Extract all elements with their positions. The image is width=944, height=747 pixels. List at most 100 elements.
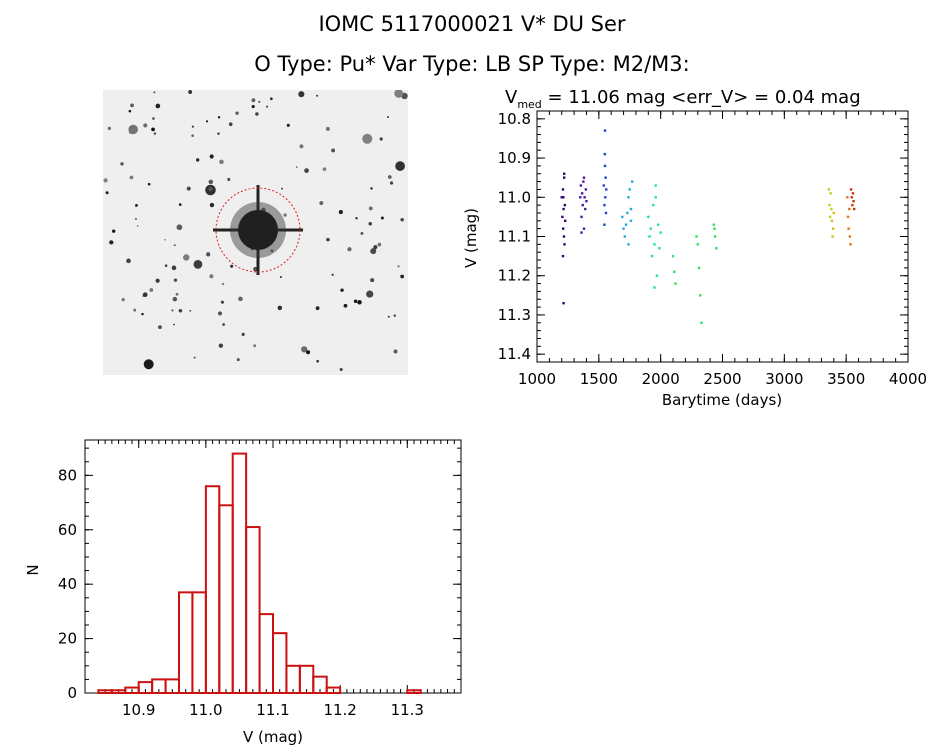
data-point: [631, 180, 634, 183]
field-star: [171, 309, 174, 312]
field-star: [366, 290, 374, 298]
data-point: [656, 223, 660, 226]
field-star: [222, 323, 225, 326]
data-point: [562, 227, 565, 230]
field-star: [238, 296, 243, 302]
field-star: [153, 91, 156, 94]
data-point: [563, 219, 567, 223]
field-star: [380, 216, 384, 220]
data-point: [851, 203, 854, 207]
field-star: [397, 265, 400, 268]
data-point: [696, 243, 699, 246]
y-tick-label: 11.2: [498, 267, 531, 285]
data-point: [604, 211, 608, 215]
histogram-bar: [272, 632, 288, 695]
field-star: [186, 186, 191, 191]
data-point: [605, 188, 608, 191]
data-point: [830, 207, 833, 211]
data-point: [831, 235, 834, 238]
field-star: [241, 332, 245, 336]
data-point: [847, 227, 850, 230]
field-star: [109, 240, 114, 245]
data-point: [827, 188, 831, 191]
y-tick-label: 60: [58, 521, 77, 539]
field-star: [331, 273, 334, 276]
data-point: [563, 176, 566, 179]
field-star: [373, 245, 378, 250]
data-point: [585, 200, 588, 203]
field-star: [228, 122, 233, 127]
field-star: [130, 103, 134, 108]
field-star: [128, 124, 138, 135]
y-tick-label: 11.4: [498, 345, 531, 363]
field-star: [178, 203, 182, 206]
field-star: [227, 177, 231, 182]
data-point: [560, 196, 563, 199]
histogram-bar: [285, 664, 301, 695]
light-curve-points: [560, 129, 856, 324]
field-star: [395, 161, 405, 171]
x-tick-label: 1500: [580, 370, 618, 388]
field-star: [230, 264, 234, 268]
chart-title: IOMC 5117000021 V* DU Ser: [318, 12, 626, 36]
field-star: [253, 344, 257, 348]
field-star: [143, 359, 154, 370]
histogram-bar: [325, 686, 342, 695]
data-point: [848, 235, 852, 238]
field-star: [143, 123, 148, 128]
field-star: [370, 248, 377, 255]
field-star: [339, 368, 343, 372]
field-star: [191, 125, 194, 128]
x-tick-label: 3500: [827, 370, 865, 388]
chart-subtitle: O Type: Pu* Var Type: LB SP Type: M2/M3:: [254, 52, 690, 76]
field-star: [357, 300, 362, 305]
y-tick-label: 10.8: [498, 110, 531, 128]
data-point: [624, 223, 628, 226]
field-star: [103, 178, 108, 183]
field-star: [322, 167, 327, 171]
data-point: [849, 243, 852, 246]
field-star: [195, 158, 200, 162]
field-star: [360, 231, 364, 235]
field-star: [389, 181, 394, 185]
data-point: [621, 215, 624, 219]
field-star: [370, 278, 375, 283]
data-point: [584, 207, 587, 211]
data-point: [563, 243, 566, 246]
field-star: [176, 224, 183, 231]
field-star: [270, 249, 274, 253]
data-point: [695, 235, 698, 238]
field-star: [147, 182, 151, 186]
field-star: [304, 168, 309, 174]
field-star: [129, 175, 134, 180]
field-star: [393, 349, 398, 354]
field-star: [175, 292, 179, 296]
histogram-bar: [218, 504, 234, 694]
light-curve-chart: Vmed = 11.06 mag <err_V> = 0.04 mag 1000…: [462, 87, 927, 409]
field-star: [152, 117, 155, 120]
field-star: [316, 94, 319, 97]
field-star: [338, 210, 343, 215]
y-tick-label: 11.0: [498, 188, 531, 206]
field-star: [377, 242, 382, 247]
field-star: [255, 112, 259, 116]
data-point: [650, 254, 654, 258]
field-star: [370, 187, 373, 190]
light-curve-plot-frame: [536, 110, 909, 363]
data-point: [846, 196, 849, 199]
x-tick-label: 11.3: [391, 701, 424, 719]
data-point: [561, 215, 564, 219]
field-star: [135, 203, 138, 207]
data-point: [647, 215, 650, 219]
x-tick-label: 1000: [518, 370, 556, 388]
histogram-chart: 10.9 11.0 11.1 11.2 11.3 0 20 40 60 80 V (mag) N: [24, 439, 462, 746]
field-star: [400, 274, 405, 279]
x-tick-label: 11.0: [189, 701, 222, 719]
data-point: [851, 192, 855, 195]
data-point: [626, 211, 629, 215]
data-point: [603, 223, 606, 226]
data-point: [622, 227, 625, 230]
x-tick-label: 11.2: [323, 701, 356, 719]
field-star: [347, 247, 352, 252]
field-star: [279, 276, 282, 279]
